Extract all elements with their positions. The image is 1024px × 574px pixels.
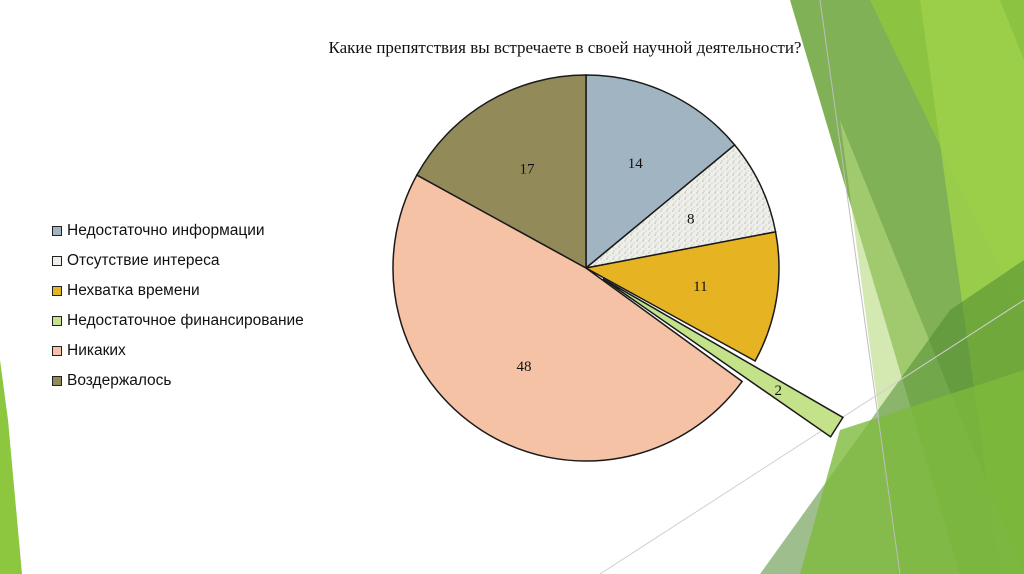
- data-label-отсутствие-интереса: 8: [687, 212, 695, 228]
- pie-slice-отсутствие-интереса: [585, 143, 777, 269]
- chart-title: Какие препятствия вы встречаете в своей …: [328, 38, 802, 57]
- legend-swatch: [52, 226, 62, 236]
- pie-slice-нехватка-времени: [583, 230, 780, 362]
- data-label-воздержалось: 17: [520, 161, 536, 177]
- legend-label: Никаких: [67, 342, 126, 359]
- data-label-нехватка-времени: 11: [693, 279, 707, 295]
- legend-item: Нехватка времени: [52, 276, 304, 306]
- chart-legend: Недостаточно информации Отсутствие интере…: [52, 216, 304, 396]
- legend-swatch: [52, 286, 62, 296]
- legend-swatch: [52, 376, 62, 386]
- pie-slice-недостаточно-информации: [585, 74, 736, 270]
- legend-item: Воздержалось: [52, 366, 304, 396]
- data-label-недостаточно-информации: 14: [628, 156, 644, 172]
- legend-swatch: [52, 316, 62, 326]
- legend-label: Недостаточно информации: [67, 222, 265, 239]
- legend-item: Недостаточно информации: [52, 216, 304, 246]
- legend-label: Нехватка времени: [67, 282, 200, 299]
- data-label-недостаточное-финансирование: 2: [775, 383, 783, 399]
- legend-swatch: [52, 256, 62, 266]
- legend-label: Отсутствие интереса: [67, 252, 220, 269]
- pie-slice-никаких: [392, 174, 744, 462]
- data-label-никаких: 48: [516, 359, 531, 375]
- pie-slice-недостаточное-финансирование: [602, 278, 844, 438]
- legend-label: Воздержалось: [67, 372, 172, 389]
- legend-item: Отсутствие интереса: [52, 246, 304, 276]
- legend-item: Никаких: [52, 336, 304, 366]
- pie-slice-воздержалось: [415, 74, 587, 270]
- legend-label: Недостаточное финансирование: [67, 312, 304, 329]
- legend-swatch: [52, 346, 62, 356]
- legend-item: Недостаточное финансирование: [52, 306, 304, 336]
